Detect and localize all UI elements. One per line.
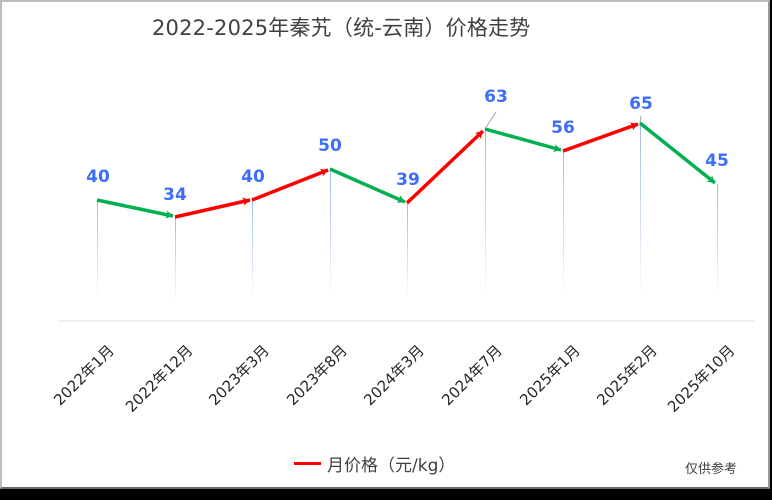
- leader-line: [484, 111, 497, 130]
- data-label: 40: [241, 167, 265, 187]
- data-label: 40: [86, 167, 110, 187]
- segment-up: [562, 122, 639, 153]
- legend: 月价格（元/kg）: [294, 451, 455, 476]
- segment-up: [405, 129, 485, 205]
- legend-label: 月价格（元/kg）: [327, 456, 456, 476]
- segment-up: [251, 168, 329, 202]
- segment-up: [174, 197, 251, 219]
- segment-down: [484, 127, 562, 153]
- data-label: 63: [484, 87, 508, 107]
- segment-down: [329, 167, 406, 204]
- data-label: 65: [629, 94, 653, 114]
- price-series: [96, 121, 717, 219]
- chart-title: 2022-2025年秦艽（统-云南）价格走势: [152, 16, 531, 40]
- data-label: 45: [705, 151, 729, 171]
- leader-line: [639, 115, 642, 124]
- data-label: 50: [318, 136, 342, 156]
- data-label: 39: [396, 170, 420, 190]
- drop-lines: [97, 123, 718, 302]
- data-label: 34: [163, 185, 187, 205]
- segment-down: [638, 121, 717, 185]
- legend-line-icon: [294, 462, 321, 465]
- data-label: 56: [551, 118, 575, 138]
- data-labels: 40 34 40 50 39 63 56 65 45: [86, 87, 729, 205]
- chart-frame: [0, 0, 770, 489]
- disclaimer-note: 仅供参考: [685, 462, 738, 477]
- segment-down: [96, 198, 174, 219]
